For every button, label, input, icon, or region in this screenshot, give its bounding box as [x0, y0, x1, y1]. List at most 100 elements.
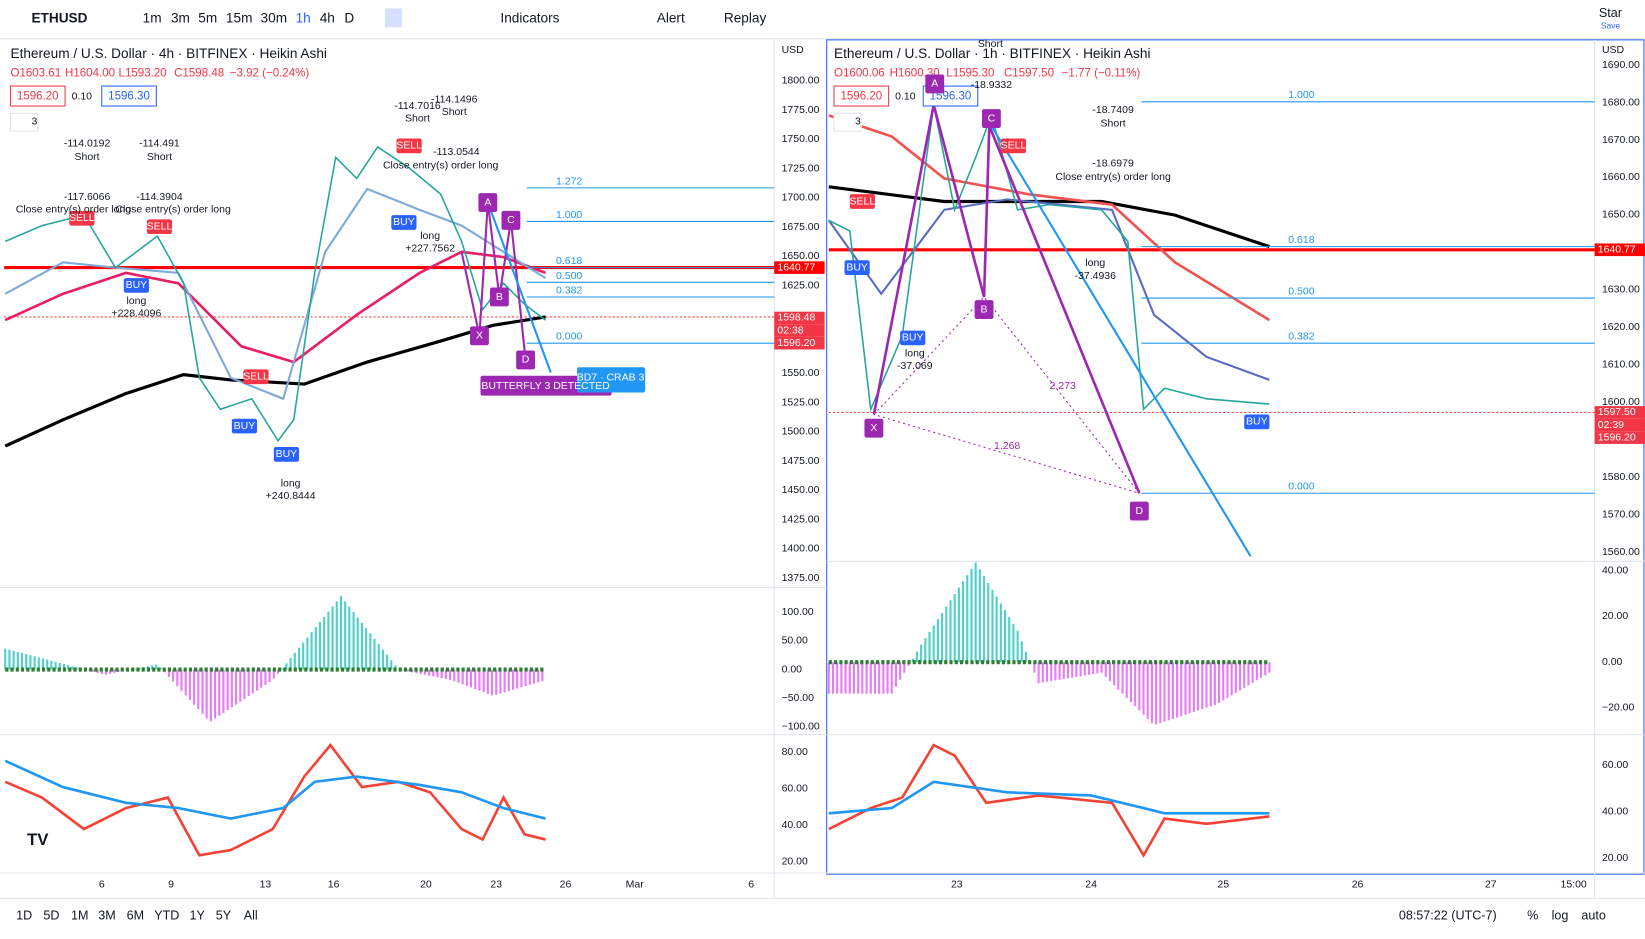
- trade-annotation: +240.8444: [266, 491, 316, 502]
- range-button[interactable]: 1D: [16, 908, 32, 922]
- trade-annotation: Close entry(s) order long: [383, 161, 499, 172]
- percent-toggle[interactable]: %: [1527, 908, 1538, 922]
- rsi-axis-label: 40.00: [1602, 807, 1628, 818]
- fib-label: 0.500: [556, 271, 582, 282]
- pattern-ratio-lines: [873, 296, 1141, 495]
- ask-price[interactable]: 1596.30: [930, 91, 972, 103]
- ohlc-value: C1598.48: [174, 68, 224, 80]
- pattern-point-label: D: [1136, 506, 1144, 517]
- range-button[interactable]: 1Y: [190, 908, 206, 922]
- trade-annotation: -37.069: [897, 361, 933, 372]
- trade-annotation: Short: [1101, 119, 1126, 130]
- macd-axis-label: 0.00: [1602, 657, 1623, 668]
- macd-axis-label: 40.00: [1602, 565, 1628, 576]
- macd-axis-label: 100.00: [782, 607, 814, 618]
- signal-label: BUY: [393, 217, 415, 228]
- time-axis-label: 20: [420, 879, 432, 890]
- auto-toggle[interactable]: auto: [1581, 908, 1605, 922]
- interval-button[interactable]: 3m: [171, 10, 190, 25]
- rsi-axis-label: 60.00: [782, 784, 808, 795]
- fib-label: 1.000: [556, 210, 582, 221]
- interval-button[interactable]: 5m: [198, 10, 217, 25]
- pattern-point: [478, 193, 498, 212]
- price-axis-label: 1600.00: [1602, 397, 1640, 408]
- interval-button[interactable]: 1m: [143, 10, 162, 25]
- chart-header: Ethereum / U.S. Dollar · 1h · BITFINEX ·…: [834, 46, 1150, 61]
- pattern-point: [470, 326, 489, 346]
- bid-price[interactable]: 1596.20: [840, 91, 882, 103]
- rsi-axis-label: 80.00: [782, 747, 808, 758]
- rsi-line: [4, 742, 546, 857]
- range-button[interactable]: 3M: [98, 908, 115, 922]
- rsi-axis-label: 20.00: [1602, 853, 1628, 864]
- ma-line: [828, 114, 1271, 322]
- time-axis-label: 6: [99, 879, 105, 890]
- signal-box: [849, 194, 875, 209]
- price-axis-label: 1675.00: [782, 222, 820, 233]
- price-axis-label: 1500.00: [782, 427, 820, 438]
- macd-axis-label: −100.00: [782, 722, 820, 733]
- price-tag-label: 02:38: [777, 325, 803, 336]
- time-axis-label: 23: [951, 879, 963, 890]
- range-button[interactable]: 5D: [43, 908, 59, 922]
- indicator-toggle[interactable]: [9, 112, 39, 132]
- range-button[interactable]: 5Y: [216, 908, 232, 922]
- indicators-button[interactable]: Indicators: [500, 10, 559, 25]
- trade-annotation: long: [905, 348, 925, 359]
- signal-label: SELL: [1001, 141, 1027, 152]
- range-button[interactable]: 1M: [71, 908, 88, 922]
- trade-annotation: -37.4936: [1075, 271, 1117, 282]
- signal-box: [396, 138, 422, 154]
- fib-label: 0.618: [556, 256, 582, 267]
- symbol[interactable]: ETHUSD: [31, 10, 87, 25]
- ohlc-value: C1597.50: [1004, 68, 1054, 80]
- time-axis-label: Mar: [626, 879, 645, 890]
- indicator-count[interactable]: 3: [31, 116, 37, 127]
- ask-price[interactable]: 1596.30: [108, 91, 150, 103]
- trade-annotation: -18.6979: [1092, 158, 1134, 169]
- pattern-point: [501, 210, 521, 230]
- signal-box: [844, 260, 870, 275]
- range-button[interactable]: YTD: [154, 908, 179, 922]
- star-button[interactable]: Star: [1599, 6, 1622, 20]
- range-button[interactable]: 6M: [127, 908, 144, 922]
- indicator-count[interactable]: 3: [855, 116, 861, 127]
- fib-label: 0.500: [1288, 287, 1314, 298]
- bid-box[interactable]: [833, 85, 890, 107]
- spread: 0.10: [895, 91, 916, 102]
- pattern-label: BUTTERFLY 3 DETECTED: [481, 381, 610, 392]
- trade-annotation: Short: [442, 107, 467, 118]
- macd-axis-label: 0.00: [782, 664, 803, 675]
- ohlc-value: O1603.61: [10, 68, 61, 80]
- ohlc-value: L1593.20: [119, 68, 167, 80]
- rsi-line: [828, 743, 1270, 858]
- alert-button[interactable]: Alert: [657, 10, 685, 25]
- interval-button[interactable]: 15m: [226, 10, 253, 25]
- price-line-path: [4, 145, 547, 443]
- price-tag: [1594, 418, 1645, 432]
- time-axis-label: 9: [168, 879, 174, 890]
- pattern-line: [486, 202, 552, 373]
- bid-price[interactable]: 1596.20: [17, 91, 59, 103]
- interval-button[interactable]: 30m: [261, 10, 288, 25]
- interval-button[interactable]: 1h: [296, 10, 311, 25]
- save-button[interactable]: Save: [1601, 20, 1620, 30]
- chart-type-button[interactable]: [385, 8, 402, 28]
- price-axis-label: 1450.00: [782, 485, 820, 496]
- bid-box[interactable]: [9, 85, 66, 107]
- macd-axis-label: 20.00: [1602, 611, 1628, 622]
- trade-annotation: -18.9332: [971, 80, 1013, 91]
- fib-label: 0.382: [1288, 332, 1314, 343]
- interval-button[interactable]: D: [344, 10, 354, 25]
- log-toggle[interactable]: log: [1552, 908, 1569, 922]
- pattern-point-label: C: [507, 215, 515, 226]
- pattern-label-box: [577, 367, 646, 393]
- indicator-toggle[interactable]: [833, 112, 862, 132]
- interval-button[interactable]: 4h: [320, 10, 335, 25]
- replay-button[interactable]: Replay: [724, 10, 767, 25]
- ask-box[interactable]: [101, 85, 157, 107]
- trade-annotation: -114.1496: [431, 94, 478, 105]
- signal-label: BUY: [276, 449, 298, 460]
- range-button[interactable]: All: [244, 908, 258, 922]
